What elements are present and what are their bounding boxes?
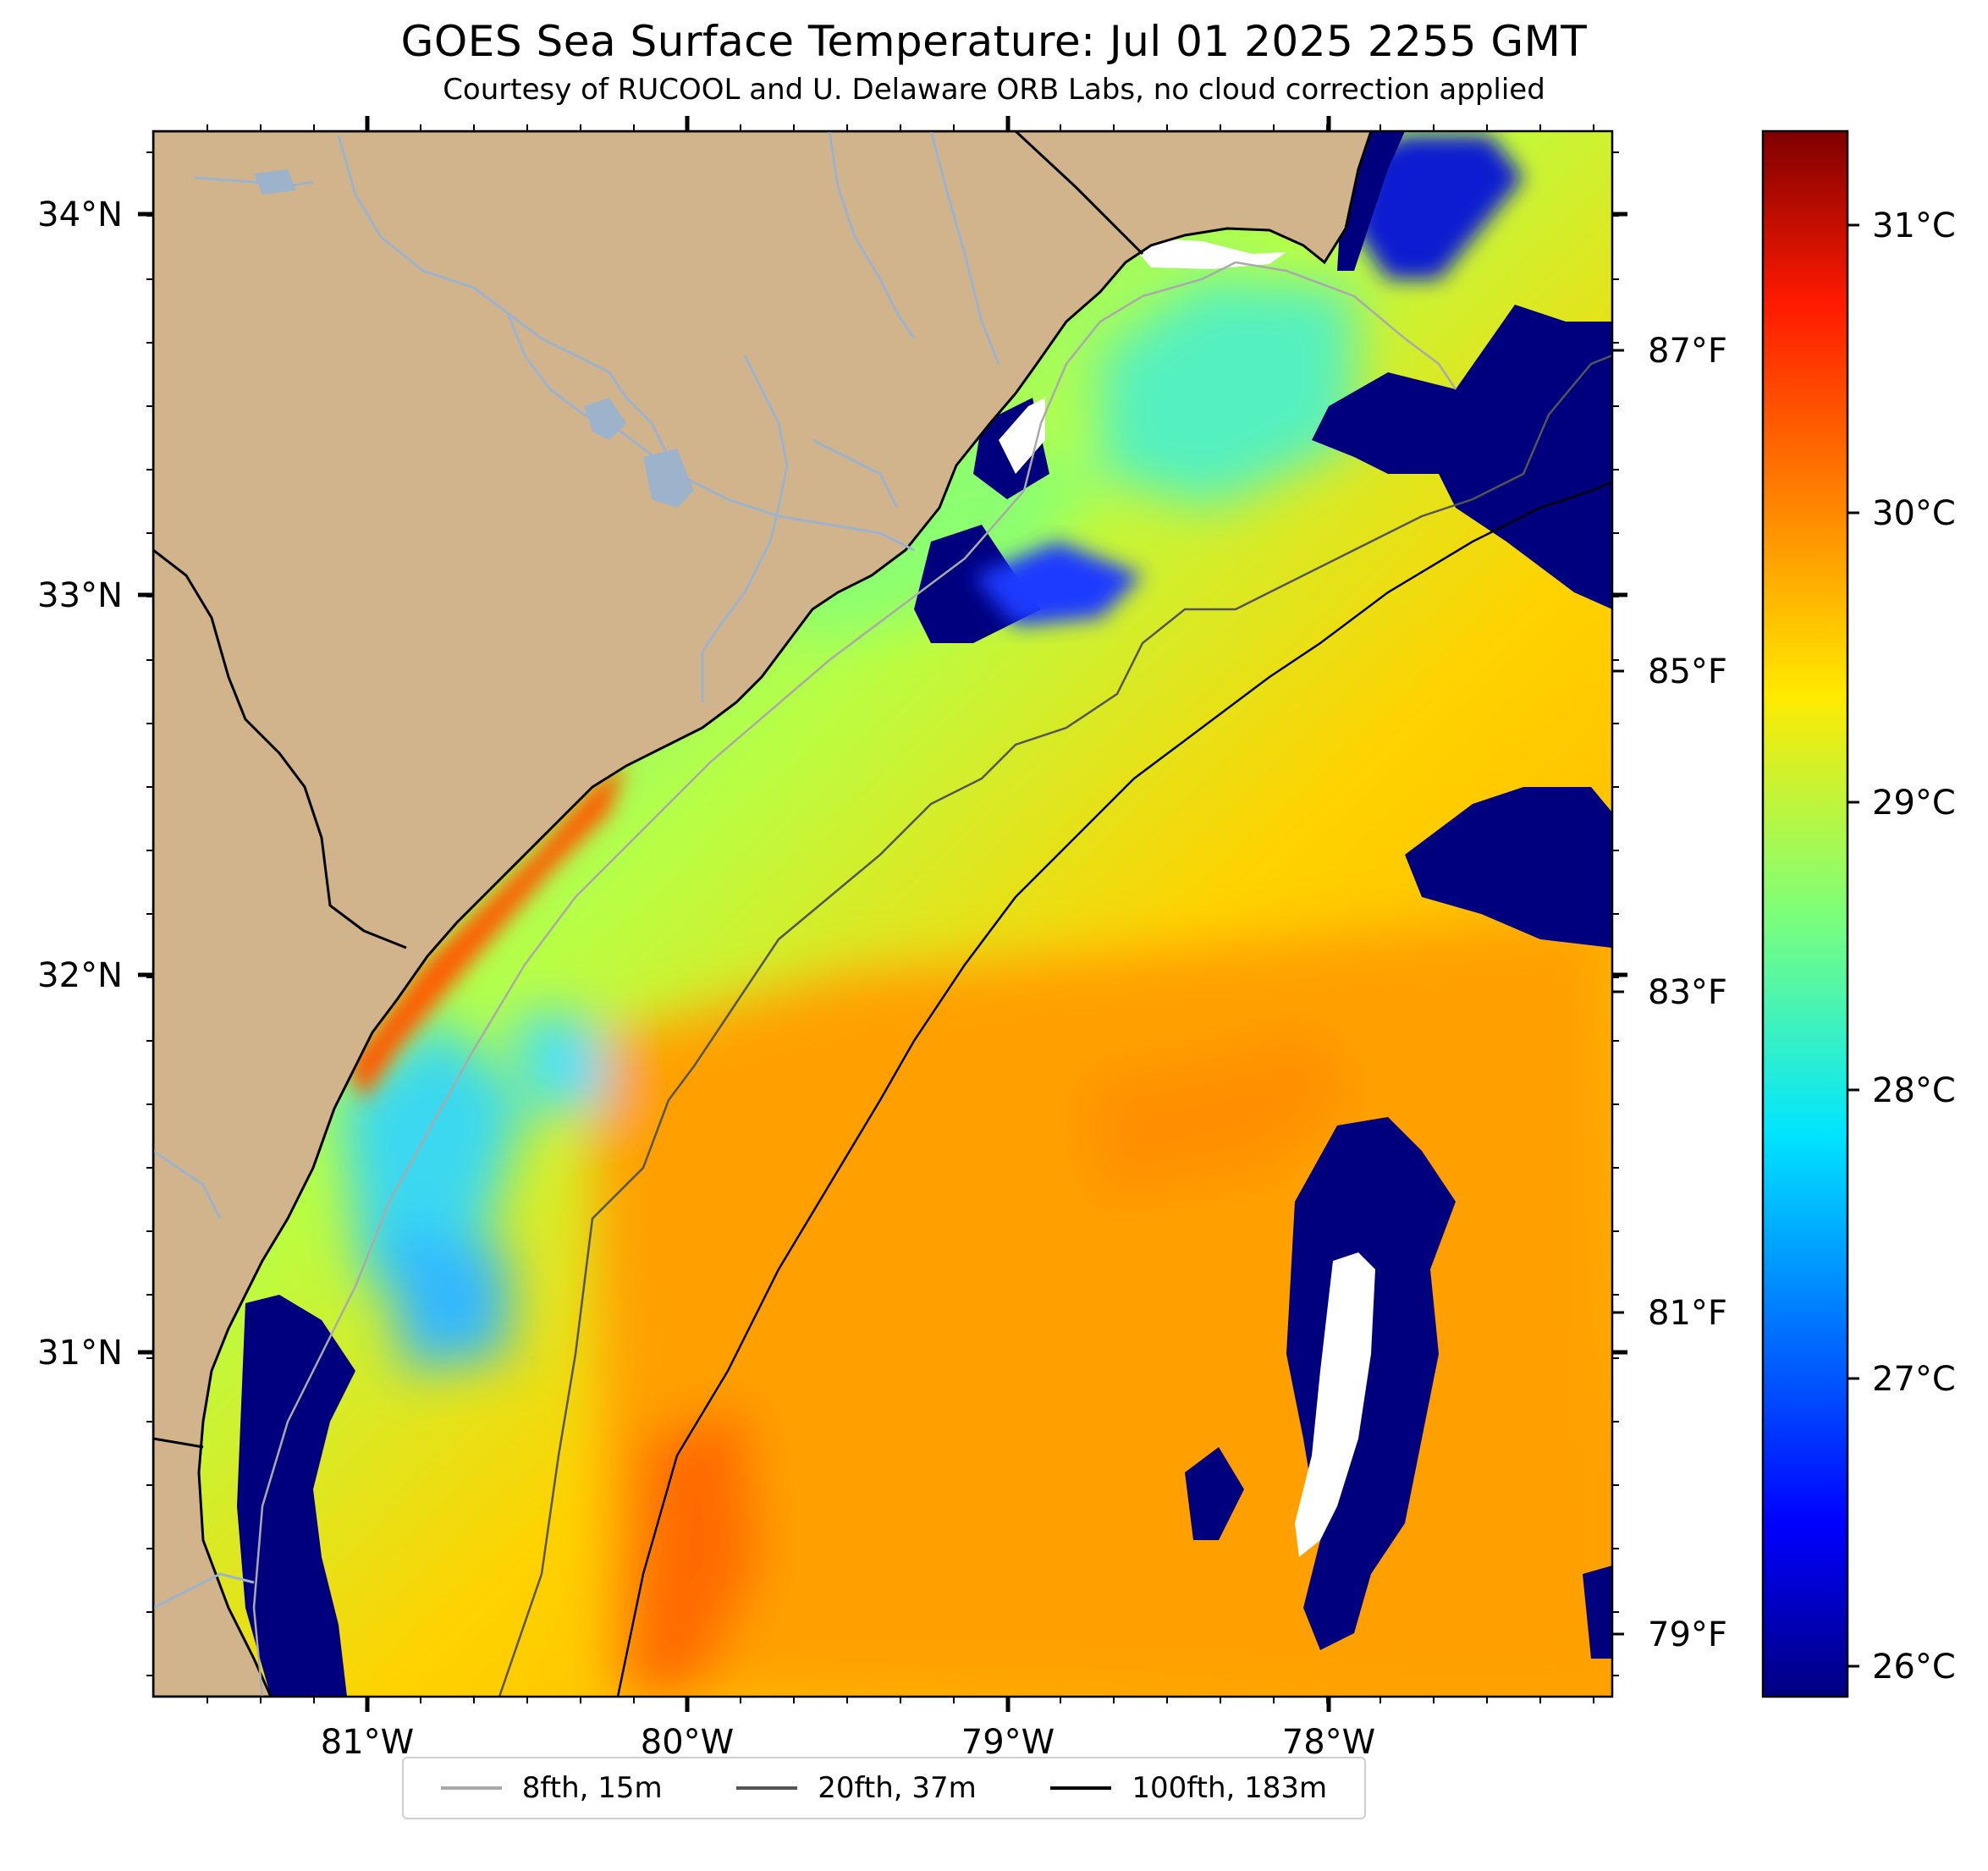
celsius-label: 29°C — [1872, 784, 1956, 823]
lon-label: 78°W — [1282, 1723, 1375, 1762]
colorbar: 31°C 30°C 29°C 28°C 27°C 26°C — [1761, 129, 1956, 1698]
lat-label: 33°N — [37, 576, 123, 615]
fahrenheit-label: 81°F — [1648, 1294, 1727, 1333]
lon-label: 80°W — [641, 1723, 734, 1762]
legend-item-20fth: 20fth, 37m — [736, 1771, 977, 1805]
legend-line-icon — [736, 1786, 798, 1790]
celsius-label: 28°C — [1872, 1071, 1956, 1110]
fahrenheit-label: 85°F — [1648, 652, 1727, 691]
colorbar-gradient — [1761, 129, 1849, 1698]
lon-label: 79°W — [961, 1723, 1055, 1762]
isobath-100fth — [616, 481, 1612, 1697]
lat-label: 34°N — [37, 195, 123, 234]
lat-label: 31°N — [37, 1334, 123, 1373]
land-mass — [153, 131, 1373, 1697]
legend-label: 100fth, 183m — [1132, 1771, 1328, 1805]
isobath-legend: 8fth, 15m 20fth, 37m 100fth, 183m — [402, 1757, 1366, 1819]
colorbar-ticks — [1848, 223, 1859, 1668]
map-frame-ticks — [138, 116, 1627, 1712]
celsius-label: 30°C — [1872, 494, 1956, 533]
isobath-8fth — [252, 261, 1457, 1697]
longitude-labels: 81°W 80°W 79°W 78°W — [321, 1723, 1375, 1762]
lat-label: 32°N — [37, 956, 123, 995]
legend-line-icon — [440, 1786, 502, 1790]
celsius-label: 31°C — [1872, 206, 1956, 245]
celsius-label: 27°C — [1872, 1360, 1956, 1399]
latitude-labels: 34°N 33°N 32°N 31°N — [37, 195, 123, 1373]
fahrenheit-label: 83°F — [1648, 973, 1727, 1012]
cold-patches — [237, 131, 1612, 1697]
map-title: GOES Sea Surface Temperature: Jul 01 202… — [400, 17, 1588, 66]
map-panel — [153, 131, 1612, 1697]
sst-zones — [339, 279, 1612, 1697]
rivers — [153, 131, 1000, 1610]
legend-label: 20fth, 37m — [818, 1771, 977, 1805]
legend-label: 8fth, 15m — [521, 1771, 663, 1805]
celsius-label: 26°C — [1872, 1648, 1956, 1687]
isobath-20fth — [498, 354, 1612, 1697]
state-boundaries — [153, 131, 1144, 1449]
legend-item-100fth: 100fth, 183m — [1050, 1771, 1327, 1805]
fahrenheit-label: 87°F — [1648, 332, 1727, 371]
legend-line-icon — [1050, 1786, 1112, 1790]
fahrenheit-labels: 87°F 85°F 83°F 81°F 79°F — [1648, 332, 1727, 1654]
lon-label: 81°W — [321, 1723, 414, 1762]
legend-item-8fth: 8fth, 15m — [440, 1771, 663, 1805]
map-subtitle: Courtesy of RUCOOL and U. Delaware ORB L… — [443, 73, 1545, 107]
fahrenheit-label: 79°F — [1648, 1615, 1727, 1654]
